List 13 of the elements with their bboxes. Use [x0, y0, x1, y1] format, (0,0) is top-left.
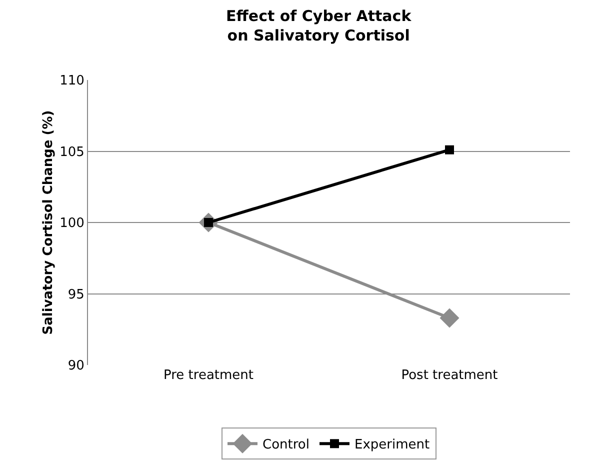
point — [445, 145, 454, 154]
x-tick-label: Post treatment — [401, 368, 498, 383]
y-tick-label: 90 — [68, 358, 84, 374]
y-tick-label: 100 — [60, 216, 84, 232]
y-tick-label: 105 — [60, 144, 84, 160]
legend-label: Control — [262, 438, 310, 453]
chart-title: Effect of Cyber Attack on Salivatory Cortisol — [226, 7, 412, 45]
y-tick-label: 110 — [60, 74, 84, 89]
point — [440, 308, 460, 328]
x-tick-label: Pre treatment — [163, 368, 254, 383]
y-tick-label: 95 — [68, 287, 84, 302]
legend-label: Experiment — [354, 438, 430, 453]
y-axis-title: Salivatory Cortisol Change (%) — [41, 110, 56, 335]
